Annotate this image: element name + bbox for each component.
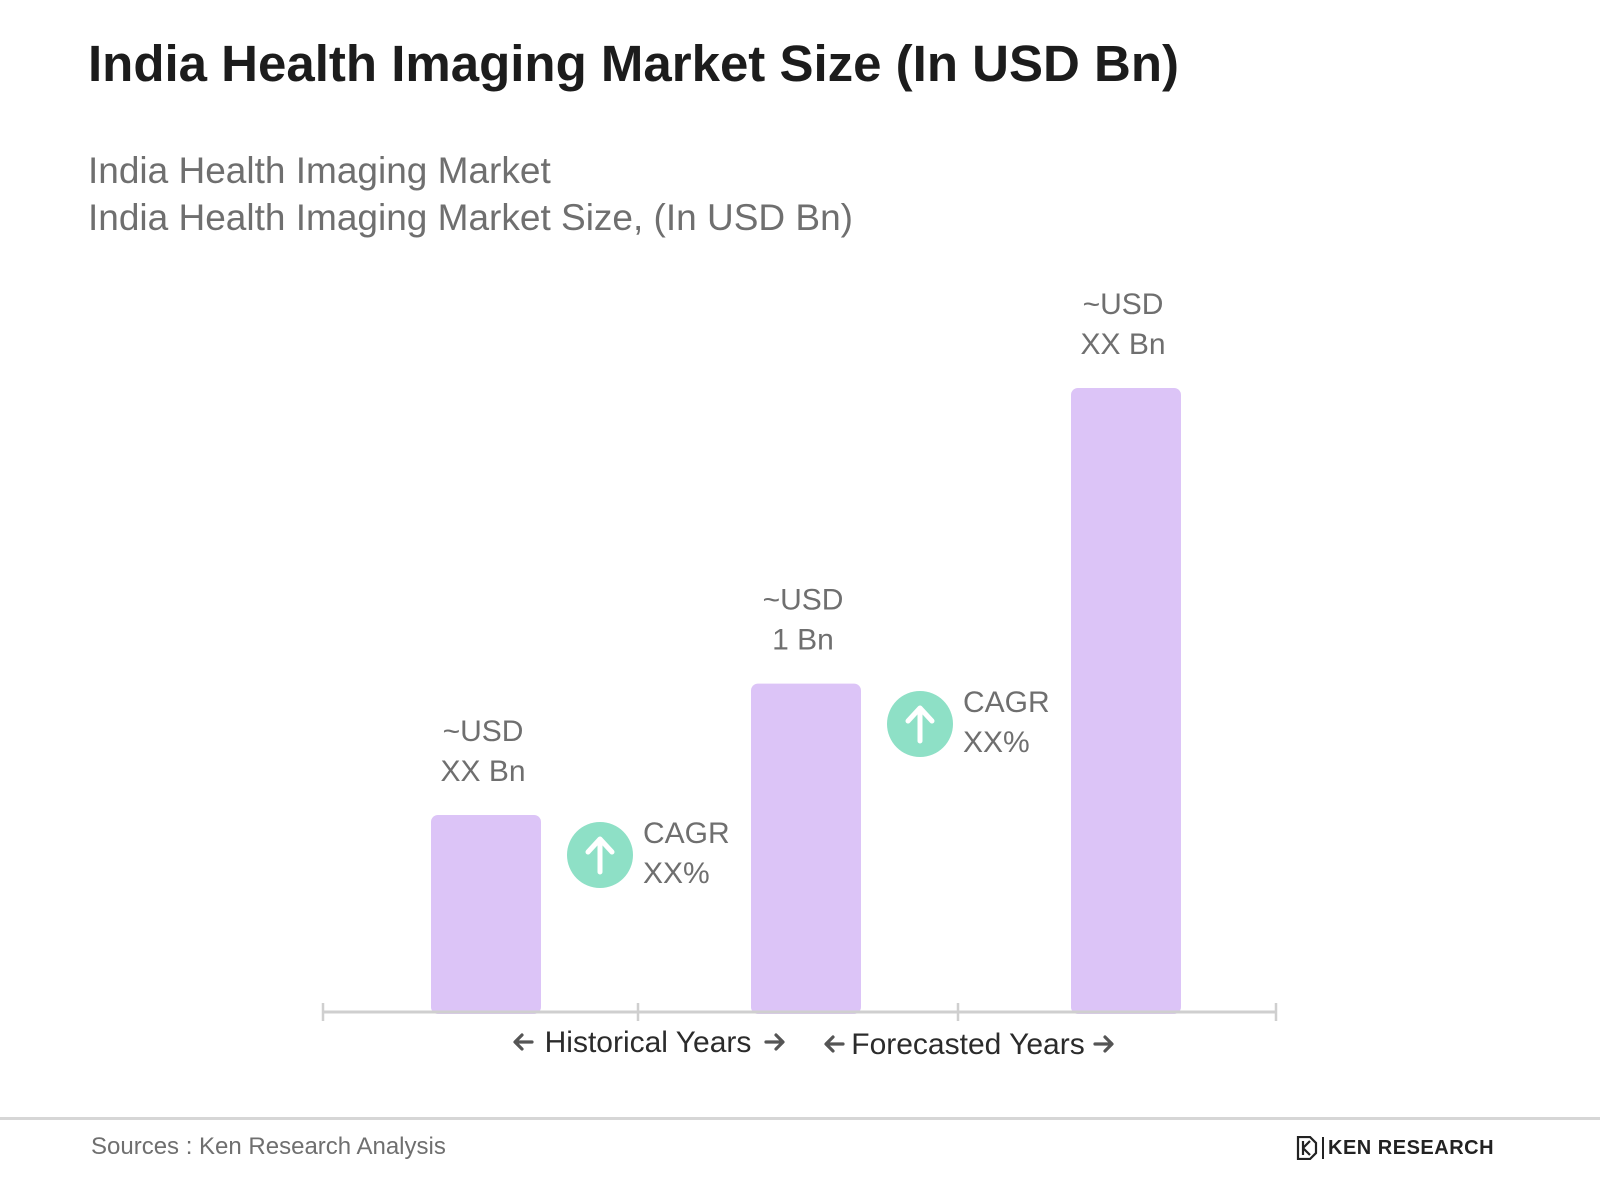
brand-name: KEN RESEARCH: [1328, 1136, 1495, 1159]
period-label-2: Forecasted Years: [851, 1028, 1084, 1061]
chart-title: India Health Imaging Market Size (In USD…: [88, 35, 1179, 92]
bar-2: [751, 683, 861, 1014]
arrow-up-icon: [905, 705, 935, 744]
bar-chart: ~USD XX Bn ~USD 1 Bn ~USD XX Bn CAGR XX% CAGR XX%…: [321, 288, 1278, 1061]
bar-label-1-line2: XX Bn: [440, 755, 525, 788]
chart-subtitle-line2: India Health Imaging Market Size, (In US…: [88, 197, 853, 238]
bar-label-2-line1: ~USD: [763, 584, 844, 617]
cagr-label-1-line1: CAGR: [643, 817, 730, 850]
cagr-label-1-line2: XX%: [643, 857, 710, 890]
bar-label-3-line1: ~USD: [1083, 288, 1164, 321]
bar-1: [431, 814, 541, 1014]
logo-separator: [1322, 1137, 1324, 1159]
arrow-up-icon: [585, 836, 615, 875]
cagr-label-2-line1: CAGR: [963, 686, 1050, 719]
bar-label-3-line2: XX Bn: [1080, 328, 1165, 361]
source-note: Sources : Ken Research Analysis: [91, 1133, 446, 1160]
arrow-left-icon: [824, 1035, 845, 1053]
arrow-right-icon: [1093, 1035, 1114, 1053]
period-label-1: Historical Years: [545, 1026, 752, 1059]
bar-label-1-line1: ~USD: [443, 715, 524, 748]
arrow-left-icon: [513, 1033, 534, 1051]
arrow-right-icon: [764, 1033, 785, 1051]
bar-label-2-line2: 1 Bn: [772, 624, 834, 657]
footer-divider: [0, 1117, 1600, 1120]
chart-subtitle-line1: India Health Imaging Market: [88, 150, 551, 191]
cagr-label-2-line2: XX%: [963, 726, 1030, 759]
bar-3: [1071, 388, 1181, 1014]
brand-logo: KEN RESEARCH: [1296, 1136, 1494, 1160]
ken-research-logo-icon: [1296, 1136, 1318, 1160]
